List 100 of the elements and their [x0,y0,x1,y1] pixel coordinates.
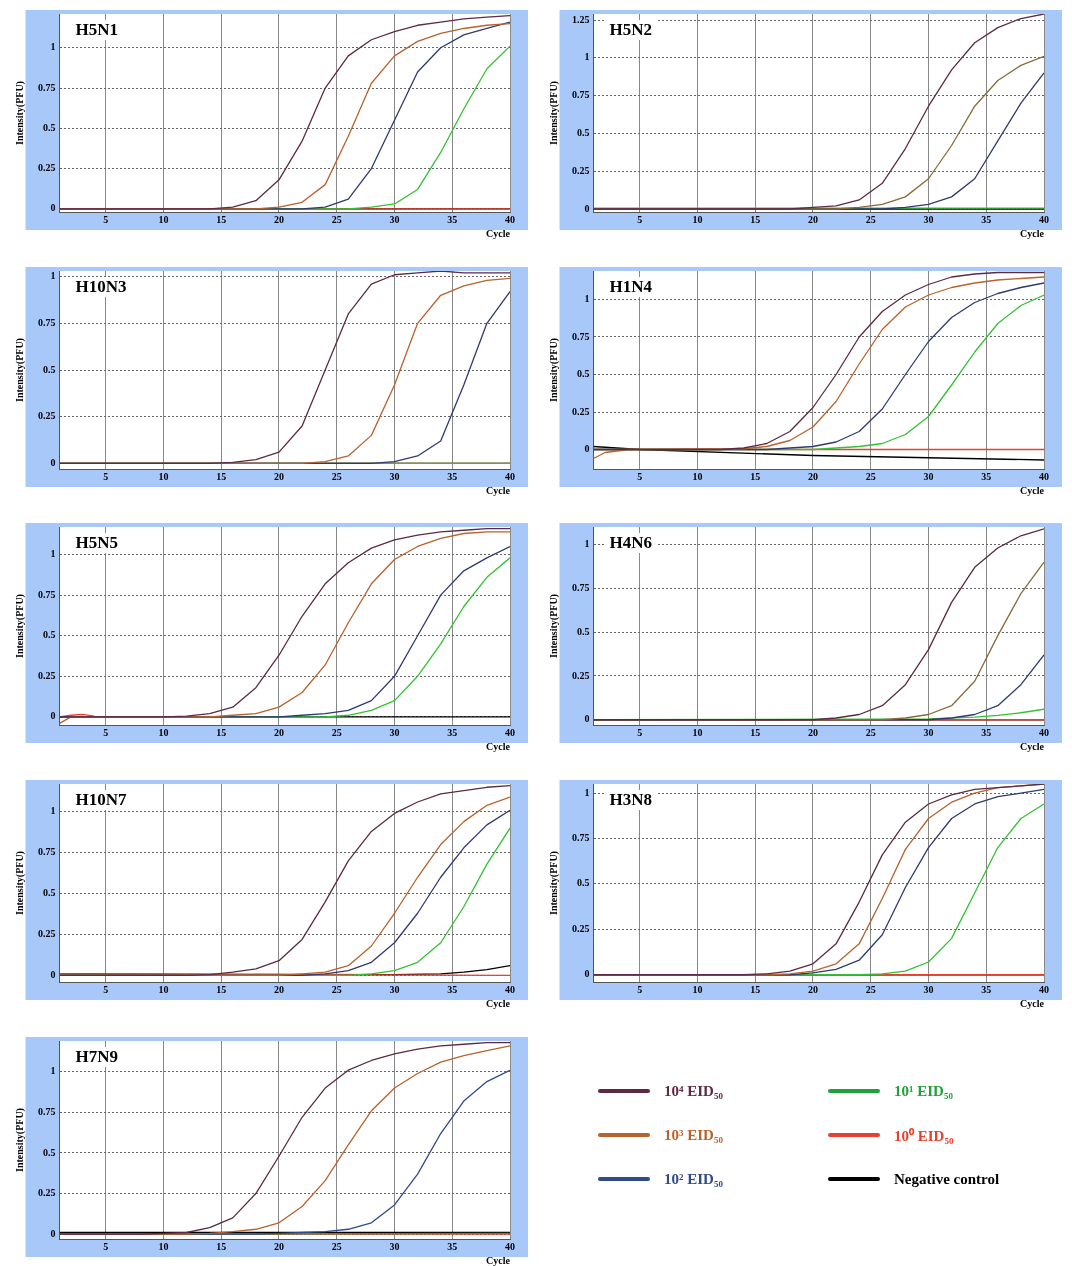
x-tick-label: 15 [750,983,761,995]
x-tick-label: 40 [1039,983,1049,995]
x-tick-label: 25 [331,1240,342,1252]
y-tick-label: 0.5 [43,887,56,899]
x-tick-label: 5 [103,213,109,225]
x-tick-label: 25 [331,983,342,995]
y-axis-title: Intensity(PFU) [547,81,560,145]
y-tick-label: 1 [50,270,56,282]
y-tick-label: 0 [50,969,56,981]
y-axis-title: Intensity(PFU) [13,851,26,915]
x-tick-label: 40 [505,470,515,482]
x-axis-title: Cycle [1020,227,1045,239]
legend-label: Negative control [894,1170,1000,1188]
x-tick-label: 25 [331,470,342,482]
y-tick-label: 0.5 [43,121,56,133]
x-tick-label: 35 [981,726,992,738]
x-tick-label: 20 [807,726,818,738]
x-tick-label: 25 [865,470,876,482]
x-tick-label: 10 [692,726,703,738]
y-tick-label: 1 [584,51,590,63]
x-tick-label: 10 [158,470,169,482]
x-tick-label: 30 [389,726,400,738]
x-tick-label: 40 [505,983,515,995]
y-tick-label: 1 [50,548,56,560]
x-tick-label: 20 [273,983,284,995]
y-tick-label: 0 [50,1227,56,1239]
x-tick-label: 15 [750,470,761,482]
y-tick-label: 0.75 [572,581,590,593]
legend-label: 10⁴ EID₅₀ [664,1082,723,1100]
x-tick-label: 5 [637,470,643,482]
legend-label: 10³ EID₅₀ [664,1126,723,1144]
x-tick-label: 20 [273,726,284,738]
x-tick-label: 40 [505,213,515,225]
x-tick-label: 35 [981,470,992,482]
y-tick-label: 0.75 [38,846,56,858]
x-tick-label: 35 [981,983,992,995]
x-axis-title: Cycle [1020,740,1045,752]
x-tick-label: 5 [637,213,643,225]
x-tick-label: 35 [447,726,458,738]
y-tick-label: 0.25 [572,922,590,934]
y-axis-title: Intensity(PFU) [13,594,26,658]
x-tick-label: 30 [923,983,934,995]
chart-title: H10N3 [75,276,127,296]
y-axis-title: Intensity(PFU) [13,1108,26,1172]
y-tick-label: 0.5 [43,629,56,641]
x-axis-title: Cycle [486,227,511,239]
chart-title: H1N4 [609,276,653,296]
y-tick-label: 1 [584,538,590,550]
x-tick-label: 35 [447,1240,458,1252]
x-tick-label: 15 [216,983,227,995]
x-tick-label: 5 [103,983,109,995]
y-tick-label: 0.75 [572,832,590,844]
chart-title: H3N8 [609,789,652,809]
y-tick-label: 1 [50,41,56,53]
x-tick-label: 20 [273,1240,284,1252]
x-tick-label: 30 [923,726,934,738]
y-tick-label: 0 [50,202,56,214]
x-axis-title: Cycle [1020,484,1045,496]
chart-title: H4N6 [609,532,652,552]
x-tick-label: 30 [923,470,934,482]
x-tick-label: 25 [865,983,876,995]
x-tick-label: 25 [865,726,876,738]
x-tick-label: 40 [1039,726,1049,738]
y-axis-title: Intensity(PFU) [13,338,26,402]
x-tick-label: 30 [389,470,400,482]
y-tick-label: 0 [584,968,590,980]
x-tick-label: 20 [807,983,818,995]
y-tick-label: 0 [50,456,56,468]
x-tick-label: 20 [807,470,818,482]
x-tick-label: 30 [389,983,400,995]
y-tick-label: 0 [584,202,590,214]
y-axis-title: Intensity(PFU) [13,81,26,145]
y-tick-label: 0.5 [577,368,590,380]
x-tick-label: 35 [447,470,458,482]
chart-title: H5N5 [75,532,118,552]
x-tick-label: 20 [807,213,818,225]
x-tick-label: 20 [273,213,284,225]
y-tick-label: 0.5 [577,126,590,138]
x-tick-label: 5 [103,726,109,738]
x-tick-label: 15 [750,213,761,225]
y-tick-label: 0.25 [38,669,56,681]
y-tick-label: 0.75 [572,330,590,342]
x-tick-label: 40 [505,726,515,738]
y-tick-label: 1 [584,293,590,305]
x-axis-title: Cycle [486,997,511,1009]
x-tick-label: 10 [158,213,169,225]
x-tick-label: 15 [216,726,227,738]
x-tick-label: 15 [216,1240,227,1252]
x-tick-label: 25 [865,213,876,225]
chart-title: H5N1 [75,19,118,39]
y-tick-label: 0.75 [38,81,56,93]
x-tick-label: 10 [692,470,703,482]
y-tick-label: 0.5 [43,363,56,375]
x-axis-title: Cycle [486,484,511,496]
x-tick-label: 35 [447,983,458,995]
y-tick-label: 1 [50,805,56,817]
chart-title: H10N7 [75,789,127,809]
y-tick-label: 0.5 [577,625,590,637]
y-tick-label: 0.25 [572,669,590,681]
x-tick-label: 5 [103,470,109,482]
